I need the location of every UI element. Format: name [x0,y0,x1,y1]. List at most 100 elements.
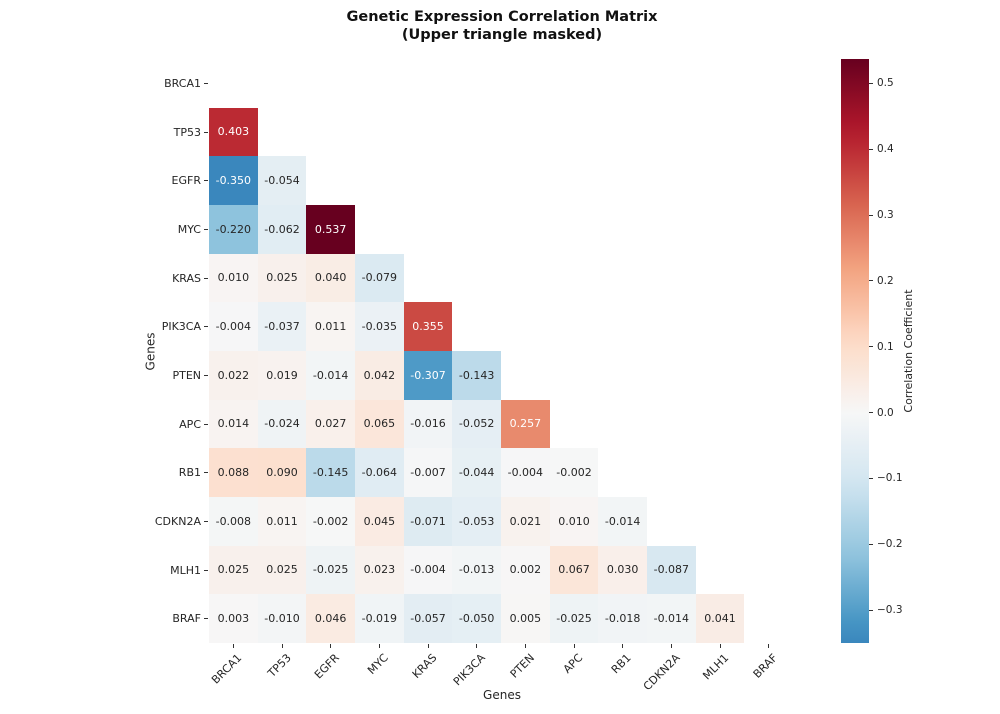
cell-value: -0.002 [556,466,592,480]
heatmap-cell: -0.004 [501,448,550,497]
cell-value: 0.088 [217,466,250,480]
colorbar-tick-mark [869,412,873,414]
chart-title: Genetic Expression Correlation Matrix (U… [0,9,1000,44]
cell-value: -0.014 [653,612,690,626]
x-tick-mark [622,643,624,648]
cell-value: -0.010 [264,612,300,626]
cell-value: -0.053 [458,514,495,528]
y-tick-label: TP53 [173,125,201,139]
heatmap-cell: 0.067 [549,545,599,595]
heatmap-cell: 0.025 [209,545,258,595]
cell-value: 0.027 [314,417,347,431]
x-axis-label: Genes [483,688,521,702]
cell-value: -0.307 [410,368,446,382]
cell-value: -0.025 [556,612,592,626]
heatmap-grid: 0.403 -0.350 -0.054 -0.220 -0.062 0.537 0.010 0… [209,59,793,643]
x-tick-mark [378,643,380,648]
x-tick-label: PIK3CA [451,651,489,689]
y-tick-mark [204,277,208,279]
cell-value: -0.014 [312,368,349,382]
heatmap-cell: -0.350 [209,156,258,205]
colorbar-tick-label: −0.2 [877,538,903,551]
heatmap-cell: -0.025 [549,594,599,643]
x-tick-mark [670,643,672,648]
y-tick-mark [204,569,208,571]
colorbar-tick-mark [869,148,873,150]
heatmap-cell: -0.004 [209,302,258,351]
colorbar-tick-mark [869,477,873,479]
heatmap-cell: 0.019 [257,351,307,400]
heatmap-cell: 0.403 [209,107,258,157]
y-tick-label: BRAF [172,612,201,626]
y-tick-label: PTEN [172,368,201,382]
heatmap-cell: 0.027 [306,399,355,449]
cell-value: -0.057 [410,612,446,626]
x-tick-label: KRAS [409,651,440,681]
y-tick-label: RB1 [178,466,201,480]
colorbar-tick-label: 0.3 [877,209,894,222]
x-tick-mark [232,643,234,648]
cell-value: -0.143 [458,368,495,382]
heatmap-cell: 0.023 [355,545,404,595]
heatmap-cell: -0.220 [209,205,258,254]
heatmap-cell: -0.004 [403,545,453,595]
heatmap-cell: -0.052 [452,399,501,449]
heatmap-cell: -0.025 [306,545,355,595]
cell-value: -0.087 [653,563,690,577]
cell-value: -0.019 [361,612,398,626]
heatmap-cell: -0.064 [355,448,404,497]
heatmap-cell: -0.071 [403,497,453,546]
heatmap-cell: 0.090 [257,448,307,497]
colorbar-gradient [841,59,869,643]
heatmap-cell: 0.010 [209,253,258,303]
x-tick-label: APC [560,651,586,676]
heatmap-cell: 0.005 [501,594,550,643]
colorbar-tick-mark [869,214,873,216]
y-tick-mark [204,82,208,84]
heatmap-cell: -0.007 [403,448,453,497]
cell-value: 0.011 [266,514,298,528]
cell-value: 0.355 [412,320,444,334]
cell-value: -0.024 [264,417,300,431]
x-tick-label: BRAF [750,651,781,681]
heatmap-cell: 0.537 [306,205,355,254]
cell-value: -0.016 [410,417,446,431]
cell-value: 0.019 [266,368,298,382]
cell-value: 0.045 [363,514,396,528]
colorbar-tick-mark [869,543,873,545]
cell-value: -0.062 [264,222,300,236]
colorbar-tick-label: −0.1 [877,472,903,485]
x-tick-label: EGFR [312,651,343,682]
heatmap-cell: 0.014 [209,399,258,449]
y-tick-label: MYC [177,222,201,236]
cell-value: 0.005 [509,612,542,626]
y-tick-label: CDKN2A [154,514,201,528]
heatmap-cell: 0.088 [209,448,258,497]
heatmap-cell: -0.016 [403,399,453,449]
cell-value: -0.079 [361,271,398,285]
colorbar-tick-label: −0.3 [877,604,903,617]
y-tick-label: APC [179,417,201,431]
cell-value: -0.044 [458,466,495,480]
y-tick-mark [204,228,208,230]
cell-value: 0.025 [266,563,298,577]
cell-value: 0.403 [217,125,250,139]
cell-value: -0.035 [361,320,398,334]
heatmap-cell: 0.046 [306,594,355,643]
heatmap-cell: 0.022 [209,351,258,400]
heatmap-cell: -0.307 [403,351,453,400]
heatmap-cell: -0.053 [452,497,501,546]
x-tick-mark [281,643,283,648]
y-tick-label: EGFR [171,174,201,188]
cell-value: 0.023 [363,563,396,577]
chart-title-line1: Genetic Expression Correlation Matrix [346,9,658,25]
cell-value: -0.013 [458,563,495,577]
cell-value: -0.025 [312,563,349,577]
heatmap-cell: 0.003 [209,594,258,643]
heatmap-cell: -0.035 [355,302,404,351]
heatmap-cell: -0.037 [257,302,307,351]
cell-value: 0.010 [558,514,590,528]
x-tick-mark [573,643,575,648]
cell-value: 0.257 [509,417,542,431]
heatmap-cell: -0.014 [306,351,355,400]
